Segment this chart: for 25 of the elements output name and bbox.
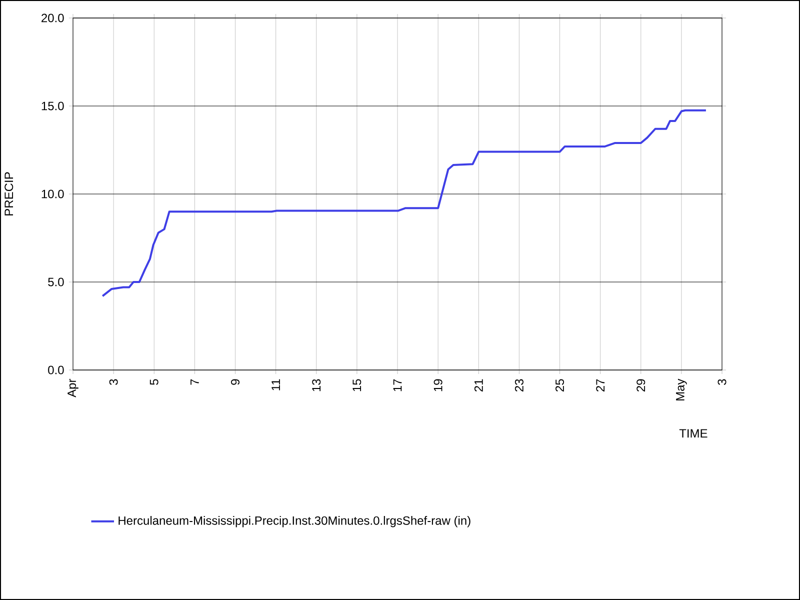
x-tick-label: 19 [434,379,442,392]
x-axis-title: TIME [679,429,708,438]
x-tick-label: 29 [636,379,646,392]
x-tick-label: 3 [109,379,118,385]
x-tick-label: May [676,378,687,400]
x-tick-label: 9 [231,379,240,385]
x-tick-label: 15 [352,379,362,392]
x-tick-label: 11 [272,379,280,390]
y-tick-label: 0.0 [48,366,64,374]
x-tick-label: 23 [514,379,524,392]
x-tick-label: 5 [150,379,158,385]
y-axis-title: PRECIP [4,172,14,216]
x-tick-label: Apr [68,378,78,398]
legend-label: Herculaneum-Mississippi.Precip.Inst.30Minutes.0.lrgsShef-raw (in) [118,516,470,528]
y-tick-label: 20.0 [42,14,64,22]
x-tick-label: 25 [556,379,564,392]
x-tick-label: 17 [393,379,402,392]
x-tick-label: 13 [312,379,321,392]
y-tick-label: 5.0 [48,278,64,286]
y-tick-label: 15.0 [42,102,64,110]
y-tick-label: 10.0 [42,190,64,198]
x-tick-label: 3 [718,379,726,385]
x-tick-label: 21 [474,379,483,392]
x-tick-label: 7 [190,379,199,385]
x-tick-label: 27 [596,379,605,392]
